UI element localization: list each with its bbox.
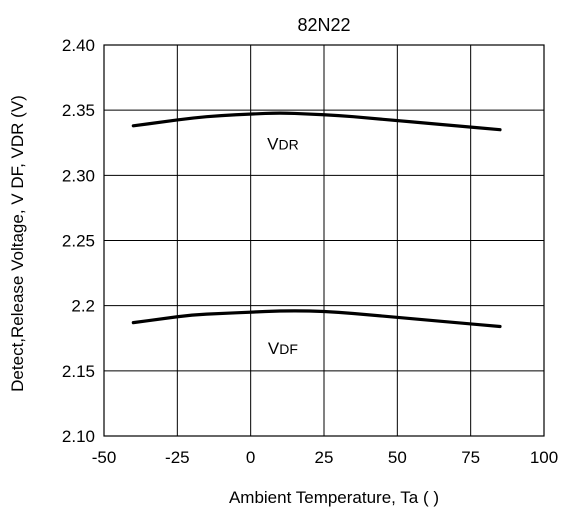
y-tick-label: 2.15 (62, 362, 95, 381)
grid (104, 45, 544, 436)
y-tick-label: 2.40 (62, 36, 95, 55)
x-axis-tick-labels: -50 -25 0 25 50 75 100 (92, 448, 558, 467)
x-tick-label: -25 (165, 448, 190, 467)
series-line-vdr (131, 111, 502, 132)
x-tick-label: 0 (246, 448, 255, 467)
y-tick-label: 2.25 (62, 232, 95, 251)
x-axis-title: Ambient Temperature, Ta ( ) (229, 488, 439, 507)
series-labels: VDR VDF (267, 134, 299, 358)
series-label-vdr: VDR (267, 134, 299, 153)
y-axis-tick-labels: 2.10 2.15 2.2 2.25 2.30 2.35 2.40 (62, 36, 95, 446)
y-tick-label: 2.35 (62, 101, 95, 120)
y-tick-label: 2.10 (62, 427, 95, 446)
x-tick-label: 25 (315, 448, 334, 467)
x-tick-label: -50 (92, 448, 117, 467)
plot-frame (103, 44, 545, 437)
x-tick-label: 100 (530, 448, 558, 467)
y-tick-label: 2.2 (71, 297, 95, 316)
series-line-vdf (131, 309, 502, 329)
y-tick-label: 2.30 (62, 166, 95, 185)
x-tick-label: 75 (461, 448, 480, 467)
x-tick-label: 50 (388, 448, 407, 467)
series-label-vdf: VDF (268, 339, 298, 358)
y-axis-title: Detect,Release Voltage, V DF, VDR (V) (8, 95, 27, 392)
series-lines (131, 111, 502, 329)
chart-title: 82N22 (297, 15, 350, 35)
